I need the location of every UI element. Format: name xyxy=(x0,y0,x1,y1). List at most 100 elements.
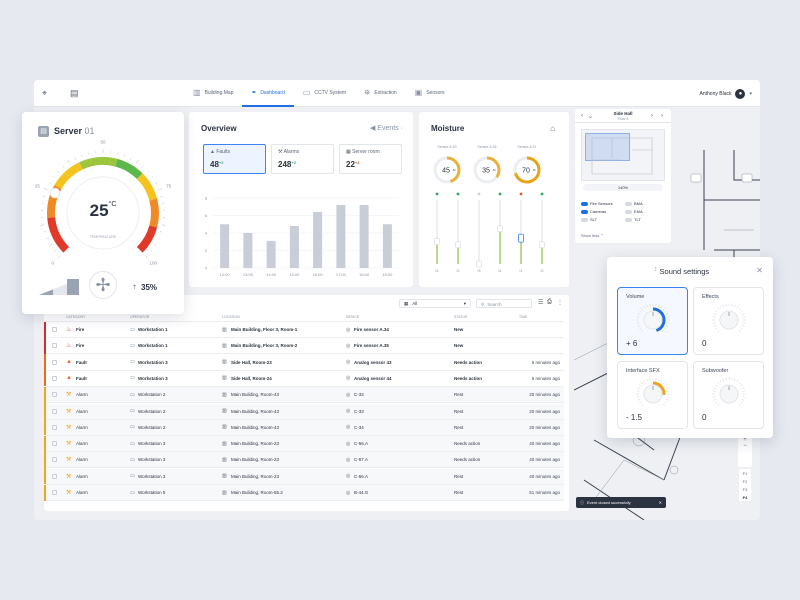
fan-icon[interactable]: ✢ xyxy=(89,271,117,299)
chevron-down-icon[interactable]: ▾ xyxy=(749,90,752,97)
minimap[interactable] xyxy=(581,129,665,181)
slider-handle[interactable] xyxy=(476,260,482,268)
floor-button[interactable]: F3 xyxy=(742,486,748,492)
toggle-switch[interactable] xyxy=(581,217,588,222)
toggle-switch[interactable] xyxy=(625,201,632,206)
column-header[interactable]: CATEGORY xyxy=(66,314,86,319)
knob-cap[interactable] xyxy=(643,310,663,330)
slider-track[interactable] xyxy=(478,200,480,264)
overview-tab-faults[interactable]: ▲ Faults 48+2 xyxy=(203,144,266,174)
table-row[interactable]: ▲ Fault ▭ Workstation 3 ▥ Side Hall, Room-24 ◎… xyxy=(44,370,564,387)
table-row[interactable]: ♨ Fire ▭ Workstation 1 ▥ Main Building, Floor… xyxy=(44,337,564,355)
chart-bar[interactable] xyxy=(289,226,299,268)
close-icon[interactable]: ✕ xyxy=(756,266,763,275)
floor-button[interactable]: F2 xyxy=(742,478,748,484)
toggle-tlt[interactable]: TLT xyxy=(625,217,641,222)
search-input[interactable]: ⚲ Search xyxy=(476,299,532,308)
sound-volume-card[interactable]: Volume + 6 xyxy=(617,287,688,355)
sound-interface-sfx-card[interactable]: Interface SFX - 1.5 xyxy=(617,361,688,429)
toggle-switch[interactable] xyxy=(625,217,632,222)
chart-bar[interactable] xyxy=(336,205,346,268)
row-checkbox[interactable] xyxy=(52,457,57,463)
floor-button[interactable]: F4 xyxy=(742,494,748,500)
expand-icon[interactable]: › xyxy=(661,113,663,119)
sensor-network-icon[interactable]: ⌂ xyxy=(550,124,555,133)
row-checkbox[interactable] xyxy=(52,441,57,447)
collapse-icon[interactable]: ⌄ xyxy=(588,114,594,120)
filter-select[interactable]: ▦ All ▾ xyxy=(399,299,471,308)
gauge-handle[interactable] xyxy=(49,187,61,199)
sidebar-toggle-icon[interactable]: ▤ xyxy=(70,88,79,98)
toggle-fire-sensors[interactable]: Fire Sensors xyxy=(581,201,613,206)
table-row[interactable]: ▲ Fault ▭ Workstation 3 ▥ Side Hall, Room-23 ◎… xyxy=(44,354,564,371)
overview-tab-server-room[interactable]: ▦ Server room 22+4 xyxy=(339,144,402,174)
row-checkbox[interactable] xyxy=(52,343,57,349)
slider-track[interactable] xyxy=(541,200,543,264)
slider-handle[interactable] xyxy=(434,238,440,245)
column-header[interactable]: LOCATION xyxy=(222,314,240,319)
tab-extraction[interactable]: ⛯ Extraction xyxy=(355,80,406,107)
tab-cctv-system[interactable]: ▭ CCTV System xyxy=(294,80,355,107)
print-icon[interactable]: ⎙ xyxy=(547,299,552,305)
column-header[interactable]: TIME xyxy=(519,314,528,319)
user-menu[interactable]: Anthony Black ● ▾ xyxy=(700,80,752,107)
chart-bar[interactable] xyxy=(313,212,323,268)
toggle-switch[interactable] xyxy=(581,201,588,206)
column-header[interactable]: OPERATOR xyxy=(130,314,150,319)
row-checkbox[interactable] xyxy=(52,424,57,430)
row-checkbox[interactable] xyxy=(52,392,57,398)
zoom-in-button[interactable]: + xyxy=(743,437,747,443)
avatar[interactable]: ● xyxy=(735,88,746,99)
sound-effects-card[interactable]: Effects 0 xyxy=(693,287,764,355)
knob-cap[interactable] xyxy=(719,384,739,404)
table-row[interactable]: ⚒ Alarm ▭ Workstation 3 ▥ Main Building, Room… xyxy=(44,451,564,469)
knob[interactable] xyxy=(633,300,673,340)
toggle-slt[interactable]: SLT xyxy=(581,217,597,222)
next-icon[interactable]: › xyxy=(651,113,653,119)
knob-cap[interactable] xyxy=(719,310,739,330)
chart-bar[interactable] xyxy=(359,205,369,268)
slider-track[interactable] xyxy=(457,200,459,264)
row-checkbox[interactable] xyxy=(52,473,57,479)
close-icon[interactable]: ✕ xyxy=(658,500,662,505)
knob[interactable] xyxy=(633,374,673,414)
row-checkbox[interactable] xyxy=(52,490,57,495)
chart-bar[interactable] xyxy=(382,224,392,268)
zoom-level[interactable]: 140% xyxy=(583,184,663,191)
chart-bar[interactable] xyxy=(243,233,253,268)
slider-handle[interactable] xyxy=(518,233,524,243)
chart-bar[interactable] xyxy=(266,240,276,268)
slider-handle[interactable] xyxy=(497,225,503,233)
slider-handle[interactable] xyxy=(455,241,461,249)
minimap-viewport[interactable] xyxy=(585,133,630,161)
toggle-switch[interactable] xyxy=(625,209,632,214)
knob-cap[interactable] xyxy=(643,384,663,404)
crosshair-icon[interactable]: ⌖ xyxy=(42,88,48,98)
chart-bar[interactable] xyxy=(220,224,230,268)
toggle-switch[interactable] xyxy=(581,209,588,214)
floor-button[interactable]: F1 xyxy=(742,470,748,476)
knob[interactable] xyxy=(709,300,749,340)
tab-dashboard[interactable]: ◓ Dashboard xyxy=(242,80,294,107)
table-row[interactable]: ⚒ Alarm ▭ Workstation 5 ▥ Main Building, Room… xyxy=(44,484,564,501)
toggle-ema[interactable]: EMA xyxy=(625,209,643,214)
events-link[interactable]: ◀ Events · xyxy=(369,125,403,132)
table-row[interactable]: ⚒ Alarm ▭ Workstation 2 ▥ Main Building, Room… xyxy=(44,386,564,404)
column-header[interactable]: STATUS xyxy=(454,314,468,319)
row-checkbox[interactable] xyxy=(52,408,57,414)
table-row[interactable]: ⚒ Alarm ▭ Workstation 3 ▥ Main Building, Room… xyxy=(44,468,564,485)
table-row[interactable]: ⚒ Alarm ▭ Workstation 2 ▥ Main Building, Room… xyxy=(44,419,564,436)
column-header[interactable]: DEVICE xyxy=(346,314,360,319)
toggle-bma[interactable]: BMA xyxy=(625,201,643,206)
list-view-icon[interactable]: ☰ xyxy=(538,300,544,306)
table-row[interactable]: ⚒ Alarm ▭ Workstation 2 ▥ Main Building, Room… xyxy=(44,403,564,420)
overview-tab-alarms[interactable]: ⚒ Alarms 248+2 xyxy=(271,144,334,174)
tab-building-map[interactable]: ▥ Building Map xyxy=(184,80,242,107)
slider-handle[interactable] xyxy=(539,241,545,249)
slider-track[interactable] xyxy=(520,200,522,264)
zoom-out-button[interactable]: − xyxy=(743,443,747,449)
table-row[interactable]: ♨ Fire ▭ Workstation 1 ▥ Main Building, Floor… xyxy=(44,321,564,338)
table-row[interactable]: ⚒ Alarm ▭ Workstation 3 ▥ Main Building, Room… xyxy=(44,435,564,453)
row-checkbox[interactable] xyxy=(52,375,57,381)
prev-floor-icon[interactable]: ‹ xyxy=(581,113,583,119)
